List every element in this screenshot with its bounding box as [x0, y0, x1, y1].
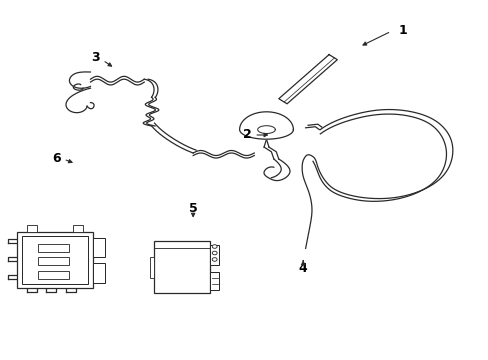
Bar: [154, 241, 210, 293]
Bar: [210, 271, 219, 290]
Bar: [73, 225, 83, 232]
Bar: [38, 257, 69, 265]
Text: 4: 4: [298, 262, 307, 275]
Text: 2: 2: [242, 129, 251, 141]
Polygon shape: [239, 112, 293, 139]
Circle shape: [212, 245, 217, 248]
Text: 6: 6: [52, 152, 61, 165]
Bar: [17, 232, 93, 288]
Bar: [210, 245, 219, 265]
Circle shape: [212, 258, 217, 261]
Text: 1: 1: [398, 24, 407, 37]
Polygon shape: [278, 55, 337, 104]
Bar: [38, 244, 69, 252]
Text: 5: 5: [188, 202, 197, 215]
Bar: [93, 263, 105, 283]
Text: 3: 3: [91, 51, 100, 64]
Bar: [22, 236, 88, 284]
Bar: [27, 225, 37, 232]
Circle shape: [212, 251, 217, 255]
Bar: [38, 271, 69, 279]
Bar: [150, 257, 154, 278]
Bar: [93, 238, 105, 257]
